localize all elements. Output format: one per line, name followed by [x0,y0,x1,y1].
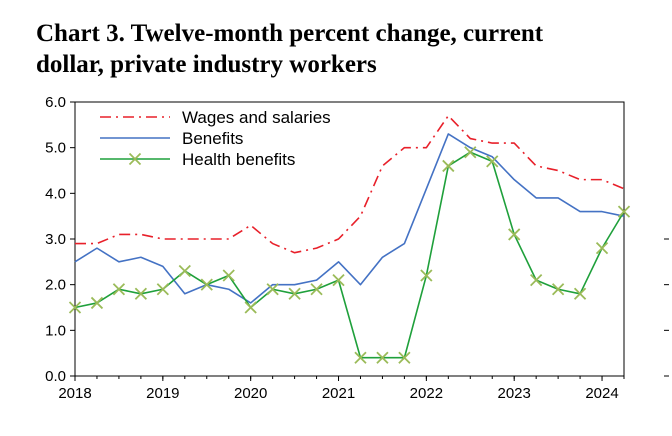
marker-stroke [222,269,235,282]
legend-entry: Wages and salaries [100,108,331,127]
data-point-marker [112,283,126,296]
chart-legend: Wages and salaries Benefits Health benefit… [100,108,331,169]
chart-title-line-2: dollar, private industry workers [36,51,377,78]
marker-stroke [595,241,609,255]
marker-stroke [398,351,411,364]
y-tick-label: 6.0 [45,94,66,111]
legend-label: Health benefits [182,150,295,169]
data-point-marker [332,273,345,287]
marker-stroke [530,273,543,287]
marker-stroke [112,283,126,296]
series-line-2 [74,151,625,359]
x-tick-label: 2020 [234,385,267,402]
chart-title: Chart 3. Twelve-month percent change, cu… [36,18,656,80]
legend-marker [128,152,142,166]
data-point-marker [178,264,191,278]
legend-entry: Benefits [100,129,243,148]
legend-label: Wages and salaries [182,108,331,127]
marker-stroke [486,155,499,168]
y-tick-label: 1.0 [45,322,66,339]
data-point-marker [310,283,323,296]
chart-axes [74,101,625,377]
x-tick-label: 2024 [585,385,618,402]
y-axis-ticks: 0.0 1.0 2.0 3.0 4.0 5.0 6.0 [45,94,75,385]
marker-stroke [442,159,455,173]
right-edge-tick-marks [664,238,669,377]
data-point-marker [222,269,235,282]
data-point-marker [288,287,301,300]
y-tick-label: 2.0 [45,277,66,294]
chart-title-line-1: Chart 3. Twelve-month percent change, cu… [36,20,544,47]
marker-stroke [68,301,82,314]
x-axis-ticks: 2018 2019 2020 2021 2022 2023 2024 [58,376,625,402]
x-tick-label: 2022 [410,385,443,402]
legend-entry: Health benefits [100,150,295,169]
series-lines [74,114,625,359]
data-point-marker [595,241,609,255]
marker-stroke [310,283,323,296]
data-point-marker [68,301,82,314]
x-tick-label: 2021 [322,385,355,402]
data-point-marker [464,146,477,159]
series-line-1 [74,133,625,304]
y-tick-label: 3.0 [45,231,66,248]
data-point-marker [486,155,499,168]
x-tick-label: 2018 [58,385,91,402]
x-tick-label: 2023 [498,385,531,402]
marker-stroke [244,301,257,314]
marker-stroke [551,283,565,296]
marker-stroke [508,228,521,241]
x-tick-label: 2019 [146,385,179,402]
data-point-marker [200,278,213,291]
marker-stroke [420,269,433,282]
marker-stroke [90,296,104,310]
data-point-marker [420,269,433,282]
plot-frame [74,101,625,377]
marker-stroke [266,283,279,296]
data-point-marker [90,296,104,310]
series-line-0 [75,114,625,254]
data-point-marker [508,228,521,241]
marker-stroke [332,273,345,287]
data-point-marker [156,283,169,296]
marker-stroke [354,351,367,364]
data-point-marker [134,287,148,300]
marker-stroke [178,264,191,278]
data-point-marker [398,351,411,364]
data-point-marker [617,205,631,218]
data-point-marker [354,351,367,364]
marker-stroke [156,283,169,296]
data-point-marker [551,283,565,296]
data-point-marker [442,159,455,173]
marker-stroke [288,287,301,300]
data-point-marker [573,287,587,300]
data-point-marker [530,273,543,287]
marker-stroke [464,146,477,159]
y-tick-label: 5.0 [45,140,66,157]
marker-stroke [134,287,148,300]
data-point-marker [266,283,279,296]
marker-stroke [200,278,213,291]
data-point-marker [376,351,389,364]
data-point-marker [244,301,257,314]
marker-stroke [617,205,631,218]
marker-stroke [376,351,389,364]
marker-stroke [573,287,587,300]
series-markers [68,146,631,364]
legend-label: Benefits [182,129,243,148]
y-tick-label: 0.0 [45,368,66,385]
y-tick-label: 4.0 [45,185,66,202]
